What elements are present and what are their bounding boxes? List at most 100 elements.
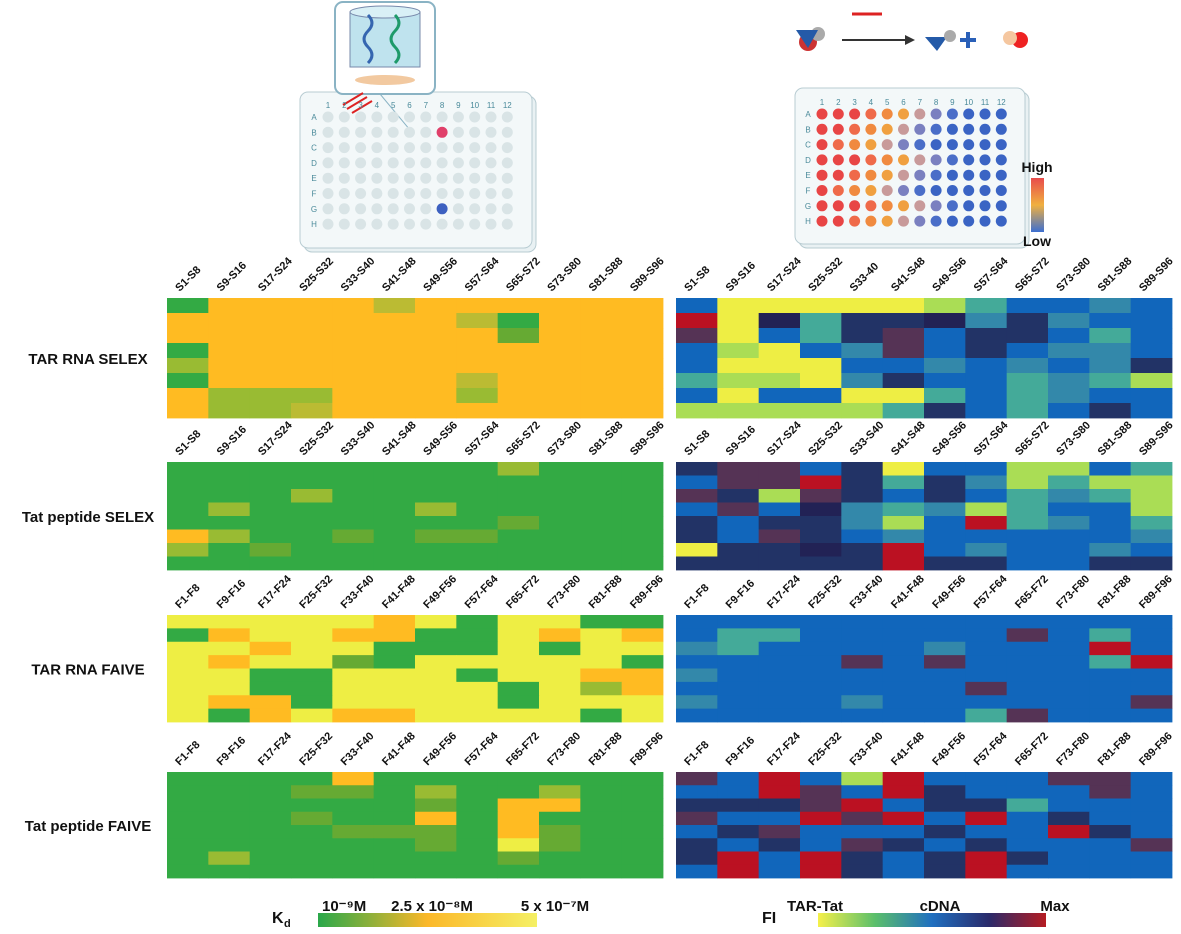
heatmap-cell [621,373,664,389]
column-label: F17-F24 [765,573,804,612]
heatmap-cell [291,313,333,329]
heatmap-cell [580,489,623,503]
well [881,185,893,196]
heatmap-cell [167,489,209,503]
heatmap-cell [1089,668,1132,683]
column-label: F33-F40 [339,573,377,611]
heatmap-cell [621,798,664,813]
heatmap-cell [841,811,884,826]
heatmap-cell [580,798,623,813]
heatmap-cell [1048,358,1090,374]
well [355,126,367,138]
heatmap-cell [676,373,718,389]
heatmap-cell [249,838,292,852]
heatmap-cell [332,628,375,643]
heatmap-cell [167,641,209,656]
column-label: S17-S24 [256,419,295,458]
column-label: S49-S56 [421,419,460,458]
high-low-bar [1031,178,1044,232]
heatmap-cell [1130,462,1173,476]
heatmap-cell [456,373,499,389]
heatmap-cell [882,489,925,503]
heatmap-cell [800,475,842,490]
column-label: S33-40 [848,261,882,295]
heatmap-cell [1048,851,1090,866]
well [355,142,367,154]
well [420,218,432,230]
heatmap-cell [208,502,251,517]
heatmap-cell [415,313,457,329]
heatmap-cell [965,695,1008,710]
heatmap-cell [758,556,801,571]
column-label: S1-S8 [173,264,203,294]
heatmap-cell [1089,343,1132,359]
well [930,169,942,181]
column-label: F1-F8 [173,739,202,768]
heatmap-cell [758,328,801,344]
heatmap-cell [882,556,925,571]
heatmap-cell [676,825,718,839]
heatmap-cell [497,615,540,629]
heatmap-cell [580,864,623,879]
heatmap-cell [1048,403,1090,419]
column-label: S57-S64 [972,255,1011,294]
well [420,126,432,138]
heatmap-cell [456,811,499,826]
heatmap-cell [539,628,581,643]
heatmap-cell [539,615,581,629]
column-label: S89-S96 [628,255,667,294]
heatmap-cell [621,313,664,329]
kd-colorbar [318,913,537,927]
heatmap-cell [621,851,664,866]
column-label: F1-F8 [682,739,711,768]
heatmap-cell [580,785,623,799]
heatmap-cell [497,772,540,786]
heatmap-cell [332,358,375,374]
heatmap-cell [497,695,540,710]
heatmap-cell [208,628,251,643]
well [832,139,844,151]
column-label: S49-S56 [930,419,969,458]
heatmap-cell [841,825,884,839]
well [963,215,975,227]
heatmap-cell [415,489,457,503]
heatmap-cell [882,811,925,826]
heatmap-cell [882,313,925,329]
heatmap-cell [373,655,416,669]
well [995,185,1007,196]
heatmap-cell [841,772,884,786]
well [979,139,991,151]
well [452,172,464,184]
heatmap-cell [800,298,842,314]
heatmap-cell [717,825,760,839]
heatmap-cell [882,343,925,359]
heatmap-cell [1130,313,1173,329]
fi-colorbar [818,913,1046,927]
heatmap-cell [758,864,801,879]
heatmap-cell [1048,838,1090,852]
heatmap-cell [924,388,966,404]
heatmap-cell [373,502,416,517]
well [816,169,828,181]
well [816,215,828,227]
heatmap-cell [456,785,499,799]
well [485,142,497,154]
well [501,126,513,138]
heatmap-cell [167,628,209,643]
well [914,108,926,120]
heatmap-cell [841,838,884,852]
heatmap-cell [1048,516,1090,530]
heatmap-cell [882,298,925,314]
plate-column: 11 [981,98,990,107]
heatmap-cell [1006,772,1049,786]
kd-symbol: K [272,910,284,927]
column-label: F25-F32 [806,573,844,611]
heatmap-cell [415,298,457,314]
heatmap-cell [1130,502,1173,517]
heatmap-cell [841,543,884,557]
heatmap-cell [249,502,292,517]
heatmap-cell [167,298,209,314]
column-label: S65-S72 [1013,255,1052,294]
well [881,215,893,227]
column-label: S81-S88 [587,419,626,458]
